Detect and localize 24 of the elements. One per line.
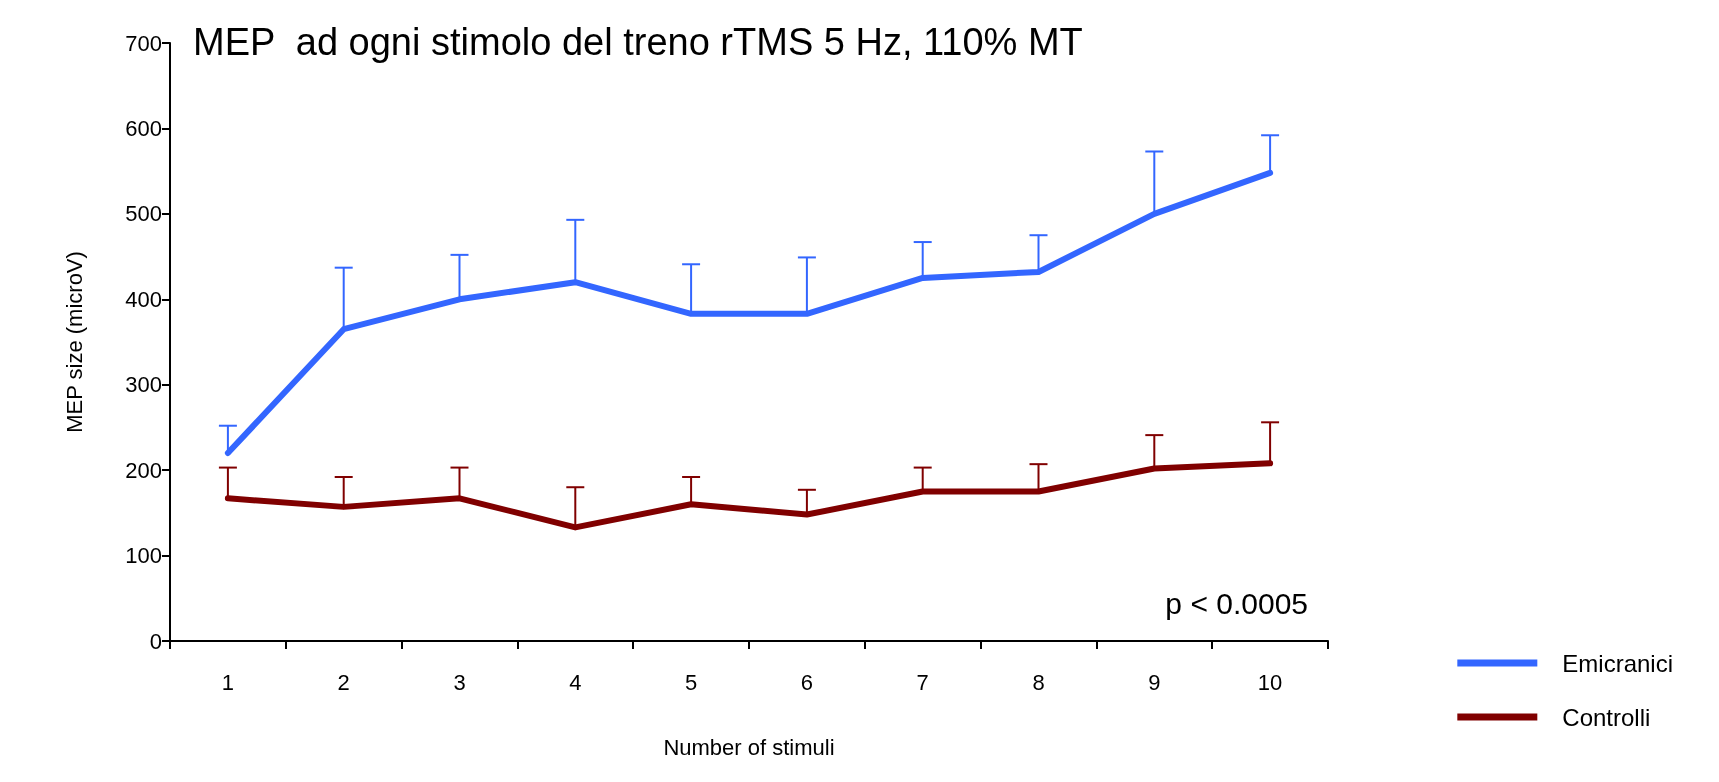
y-tick-label: 300 xyxy=(125,372,162,398)
x-tick-label: 10 xyxy=(1257,669,1283,695)
y-tick-label: 400 xyxy=(125,286,162,312)
legend-label: Controlli xyxy=(1562,703,1651,731)
x-tick-label: 8 xyxy=(1032,669,1045,695)
annotation: p < 0.0005 xyxy=(1165,586,1309,620)
x-tick-label: 3 xyxy=(453,669,466,695)
x-tick-label: 9 xyxy=(1148,669,1161,695)
x-tick-label: 4 xyxy=(569,669,582,695)
y-tick-label: 100 xyxy=(125,543,162,569)
legend-label: Emicranici xyxy=(1562,649,1673,677)
y-axis-title: MEP size (microV) xyxy=(61,251,87,433)
x-tick-label: 6 xyxy=(800,669,814,695)
x-axis-title: Number of stimuli xyxy=(663,734,835,760)
y-tick-label: 500 xyxy=(125,201,162,227)
y-tick-label: 700 xyxy=(125,30,162,56)
x-tick-label: 2 xyxy=(337,669,350,695)
y-tick-label: 0 xyxy=(149,628,162,654)
x-tick-label: 1 xyxy=(221,669,235,695)
x-tick-label: 7 xyxy=(916,669,929,695)
x-tick-label: 5 xyxy=(684,669,698,695)
chart-title: MEP ad ogni stimolo del treno rTMS 5 Hz, 110% MT xyxy=(193,21,1083,63)
y-tick-label: 600 xyxy=(125,115,162,141)
y-tick-label: 200 xyxy=(125,457,162,483)
